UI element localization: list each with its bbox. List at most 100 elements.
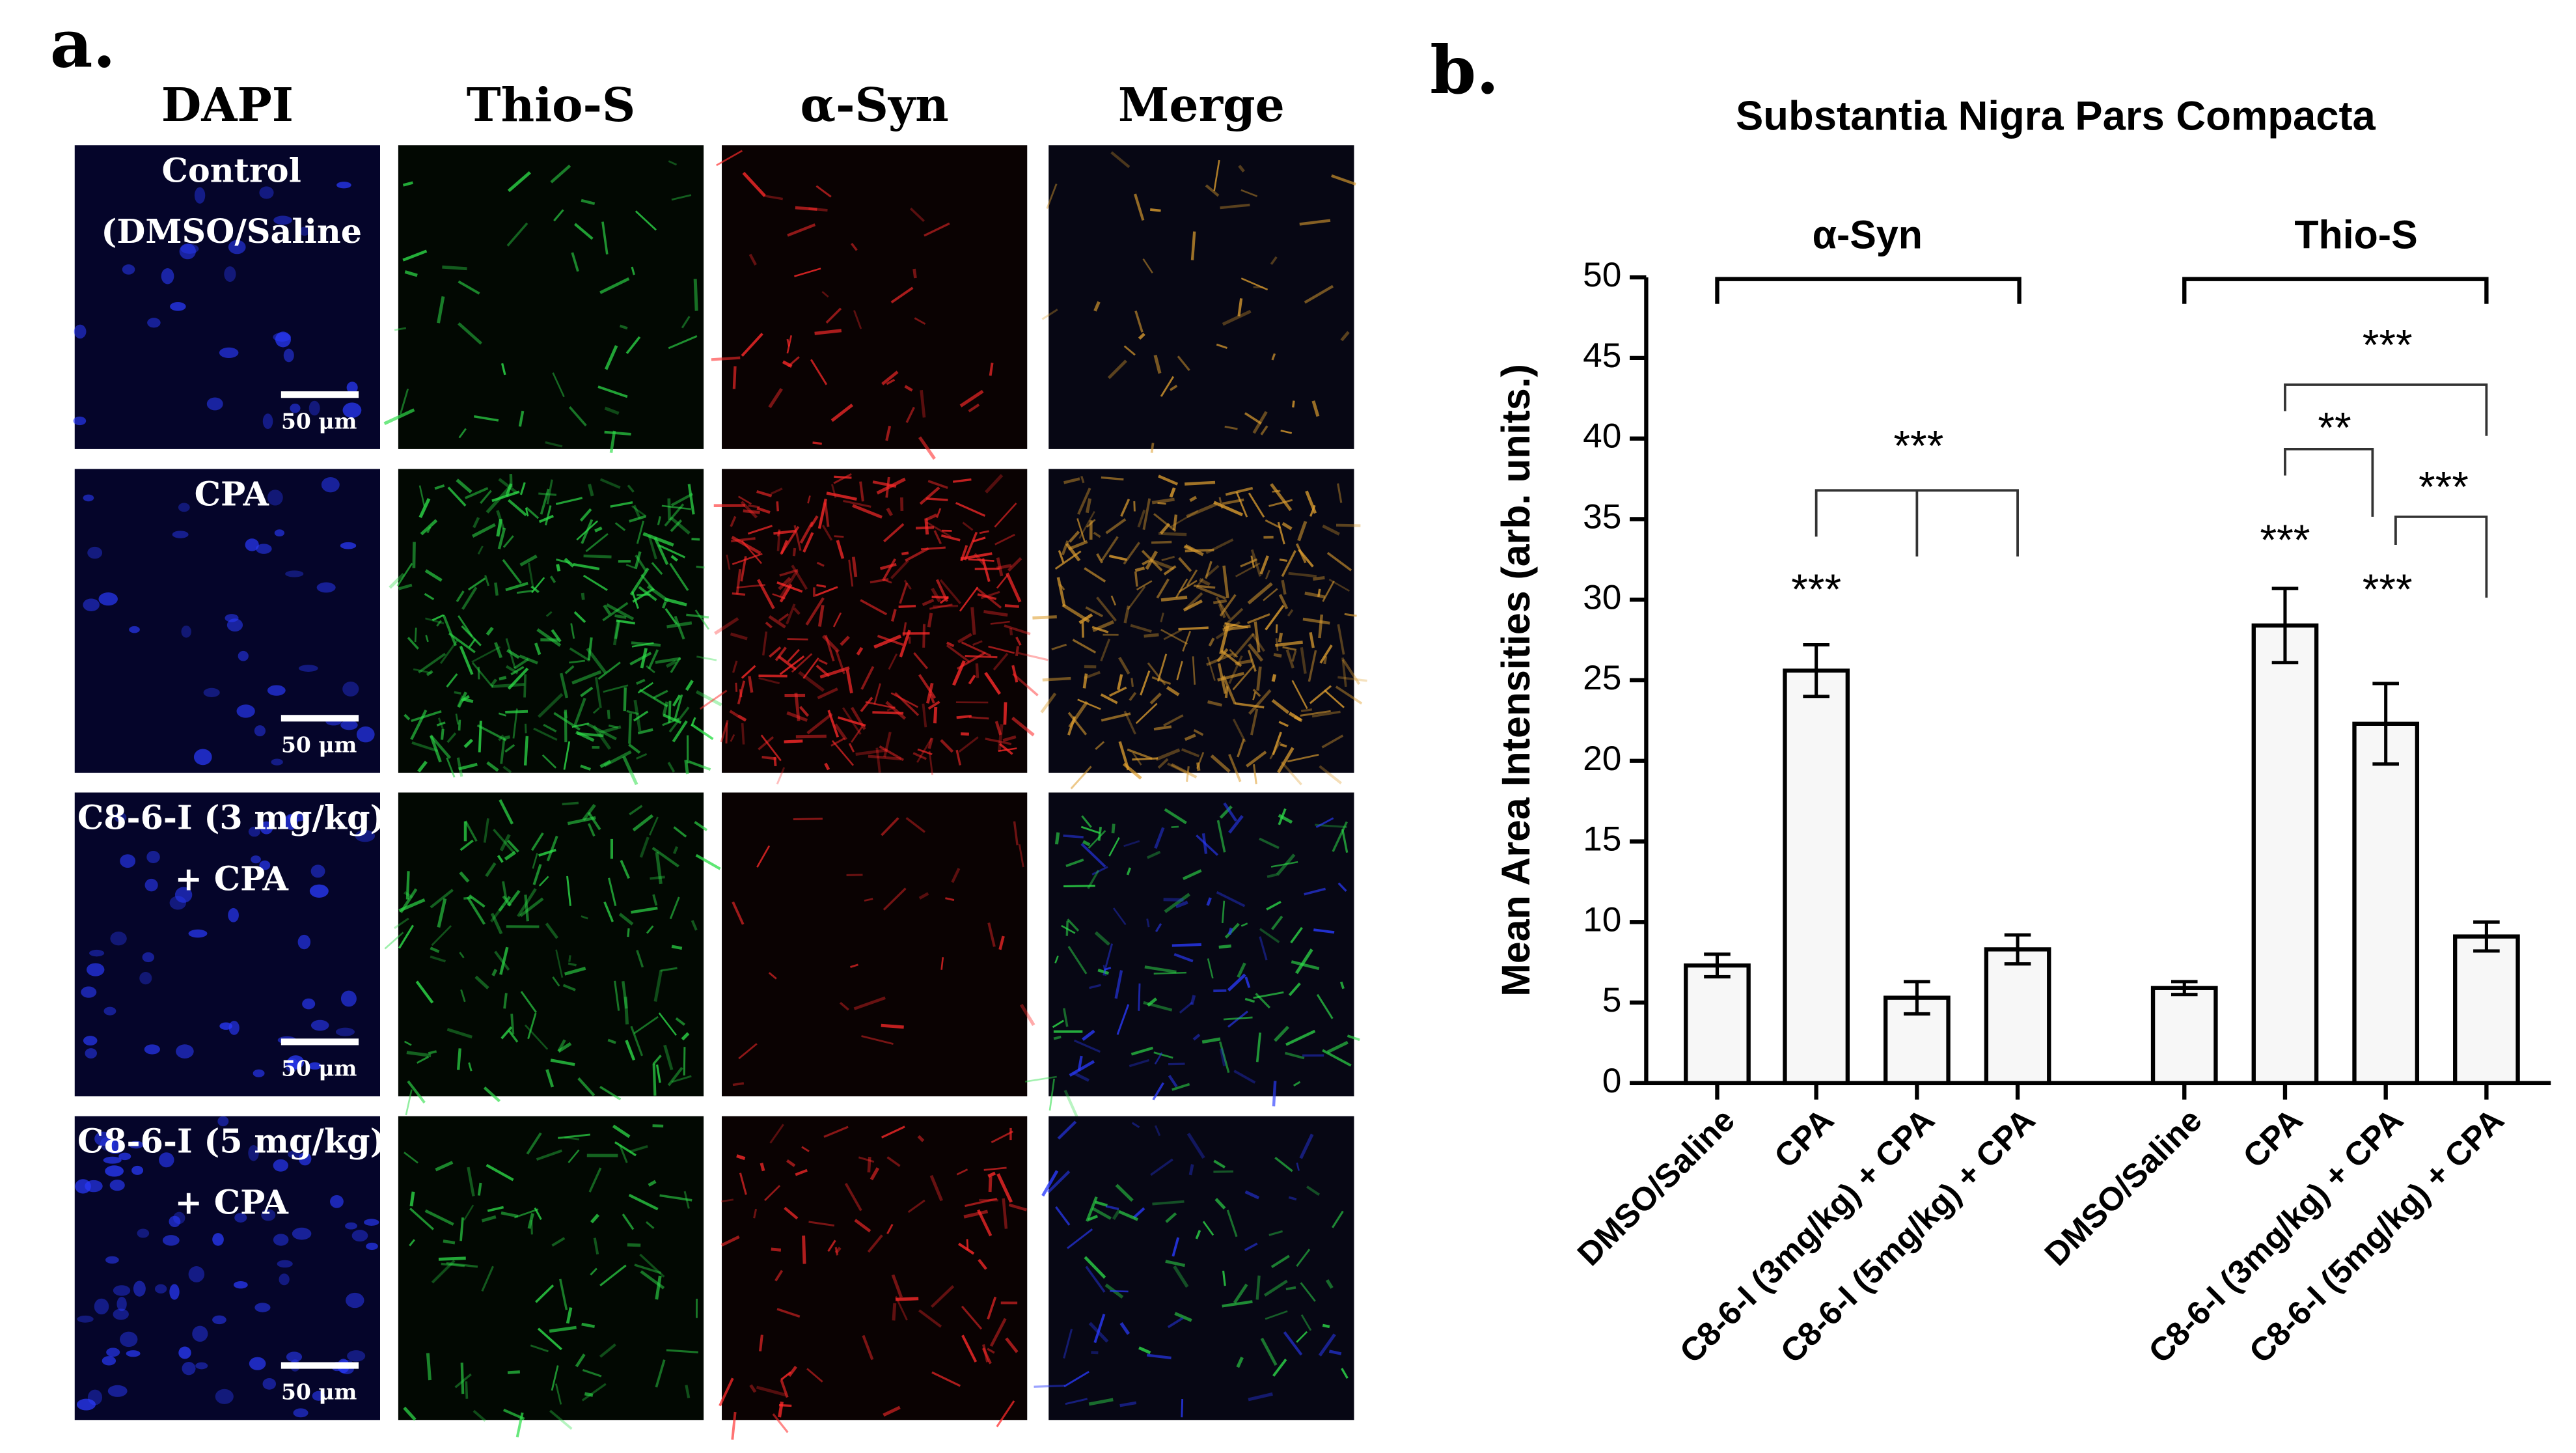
fiber <box>424 569 443 582</box>
fiber <box>1151 497 1175 505</box>
fiber <box>890 692 919 708</box>
fiber <box>1132 752 1142 766</box>
fiber <box>927 480 948 490</box>
fiber <box>1227 973 1246 992</box>
fiber <box>1169 385 1178 391</box>
fiber <box>487 1206 504 1212</box>
fiber <box>436 620 442 627</box>
fiber <box>460 989 466 1003</box>
fiber <box>1185 480 1216 486</box>
fiber <box>1110 595 1117 606</box>
nucleus <box>178 1346 191 1359</box>
nucleus <box>355 829 376 842</box>
fiber <box>691 723 714 740</box>
fiber <box>827 710 840 738</box>
fiber <box>996 1173 1013 1203</box>
nucleus <box>170 301 186 311</box>
fiber <box>928 751 934 775</box>
fiber <box>1196 585 1227 600</box>
fiber <box>1235 562 1261 577</box>
fiber <box>768 615 786 629</box>
fiber <box>732 901 745 925</box>
fiber <box>531 577 545 594</box>
fiber <box>843 499 871 508</box>
micrograph <box>722 469 1028 773</box>
fiber <box>1059 583 1065 591</box>
fiber <box>1309 685 1332 704</box>
fiber <box>850 963 858 968</box>
fiber <box>711 356 741 361</box>
nucleus <box>188 929 208 938</box>
fiber <box>418 652 446 674</box>
fiber <box>545 441 563 448</box>
nucleus <box>162 1235 180 1246</box>
fiber <box>505 581 528 592</box>
nucleus <box>128 1141 144 1149</box>
fiber <box>1265 570 1270 579</box>
fiber <box>735 569 742 594</box>
fiber <box>532 864 542 885</box>
fiber <box>1266 900 1281 911</box>
fiber <box>1322 524 1340 536</box>
nucleus <box>309 884 329 898</box>
fiber <box>1205 538 1234 555</box>
fiber <box>629 805 643 816</box>
fiber <box>1287 753 1319 763</box>
fiber <box>670 657 681 673</box>
fiber <box>1073 1071 1090 1082</box>
fiber <box>631 505 647 518</box>
fiber <box>670 516 691 535</box>
fiber <box>629 652 652 666</box>
fiber <box>1179 1001 1194 1014</box>
fiber <box>994 721 1002 736</box>
fiber <box>683 1191 690 1209</box>
nucleus <box>188 1266 205 1282</box>
fiber <box>883 579 892 584</box>
fiber <box>1232 718 1246 743</box>
fiber <box>668 335 698 350</box>
fiber <box>402 181 413 187</box>
column-header: α-Syn <box>801 77 949 132</box>
fiber <box>1134 566 1145 572</box>
fiber <box>1172 1083 1190 1091</box>
fiber <box>1011 716 1035 737</box>
fiber <box>981 558 991 583</box>
nucleus <box>76 1398 96 1411</box>
fiber <box>498 478 519 495</box>
fiber <box>1285 649 1295 669</box>
fiber <box>1270 256 1278 265</box>
fiber <box>1131 1122 1140 1128</box>
fiber <box>465 1381 469 1399</box>
fiber <box>532 853 538 869</box>
fiber <box>636 678 646 685</box>
fiber <box>456 590 465 603</box>
fiber <box>441 1262 465 1267</box>
nucleus <box>85 1048 97 1059</box>
row-label: C8-6-I (3 mg/kg) <box>77 798 386 837</box>
fiber <box>1089 984 1101 989</box>
fiber <box>939 579 961 605</box>
fiber <box>1337 483 1343 503</box>
fiber <box>774 646 787 661</box>
fiber <box>957 633 972 644</box>
fiber <box>1250 549 1262 577</box>
fiber <box>1228 655 1243 684</box>
fiber <box>974 553 985 566</box>
fiber <box>964 531 978 560</box>
fiber <box>1101 536 1119 561</box>
fiber <box>527 562 534 588</box>
fiber <box>1011 665 1019 683</box>
fiber <box>988 645 1015 654</box>
micrograph <box>722 145 1028 449</box>
nucleus <box>129 626 140 633</box>
fiber <box>1087 870 1100 889</box>
nucleus <box>342 682 359 697</box>
fiber <box>743 509 760 514</box>
fiber <box>405 871 410 900</box>
fiber <box>867 1234 883 1253</box>
fiber <box>769 646 782 658</box>
fiber <box>1300 708 1313 713</box>
nucleus <box>100 1137 115 1151</box>
fiber <box>494 950 510 971</box>
fiber <box>1141 549 1163 572</box>
